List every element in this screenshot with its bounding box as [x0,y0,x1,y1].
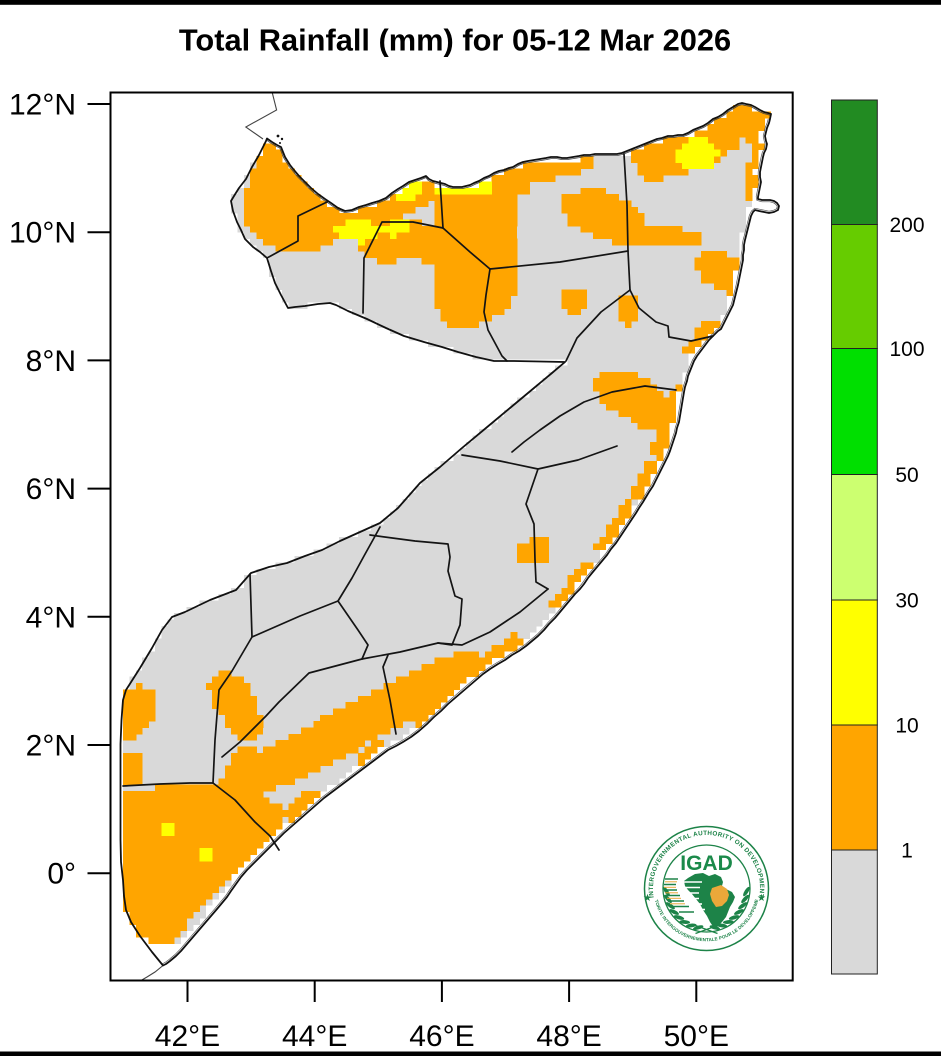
svg-text:42°E: 42°E [155,1020,220,1053]
svg-text:1: 1 [901,840,913,863]
svg-text:100: 100 [889,338,924,361]
svg-text:2°N: 2°N [26,730,76,763]
svg-text:50: 50 [895,464,918,487]
svg-text:12°N: 12°N [9,89,76,122]
svg-text:10°N: 10°N [9,217,76,250]
svg-text:44°E: 44°E [282,1020,347,1053]
svg-text:0°: 0° [47,858,76,891]
svg-text:48°E: 48°E [536,1020,601,1053]
svg-text:200: 200 [889,214,924,237]
svg-text:4°N: 4°N [26,601,76,634]
svg-text:8°N: 8°N [26,345,76,378]
svg-text:6°N: 6°N [26,473,76,506]
svg-text:46°E: 46°E [409,1020,474,1053]
svg-text:Total Rainfall (mm) for 05-12: Total Rainfall (mm) for 05-12 Mar 2026 [179,23,731,58]
svg-text:30: 30 [895,590,918,613]
svg-text:★: ★ [757,893,766,904]
svg-text:50°E: 50°E [664,1020,729,1053]
svg-text:★: ★ [643,893,652,904]
svg-text:10: 10 [895,715,918,738]
svg-text:IGAD: IGAD [680,852,733,875]
